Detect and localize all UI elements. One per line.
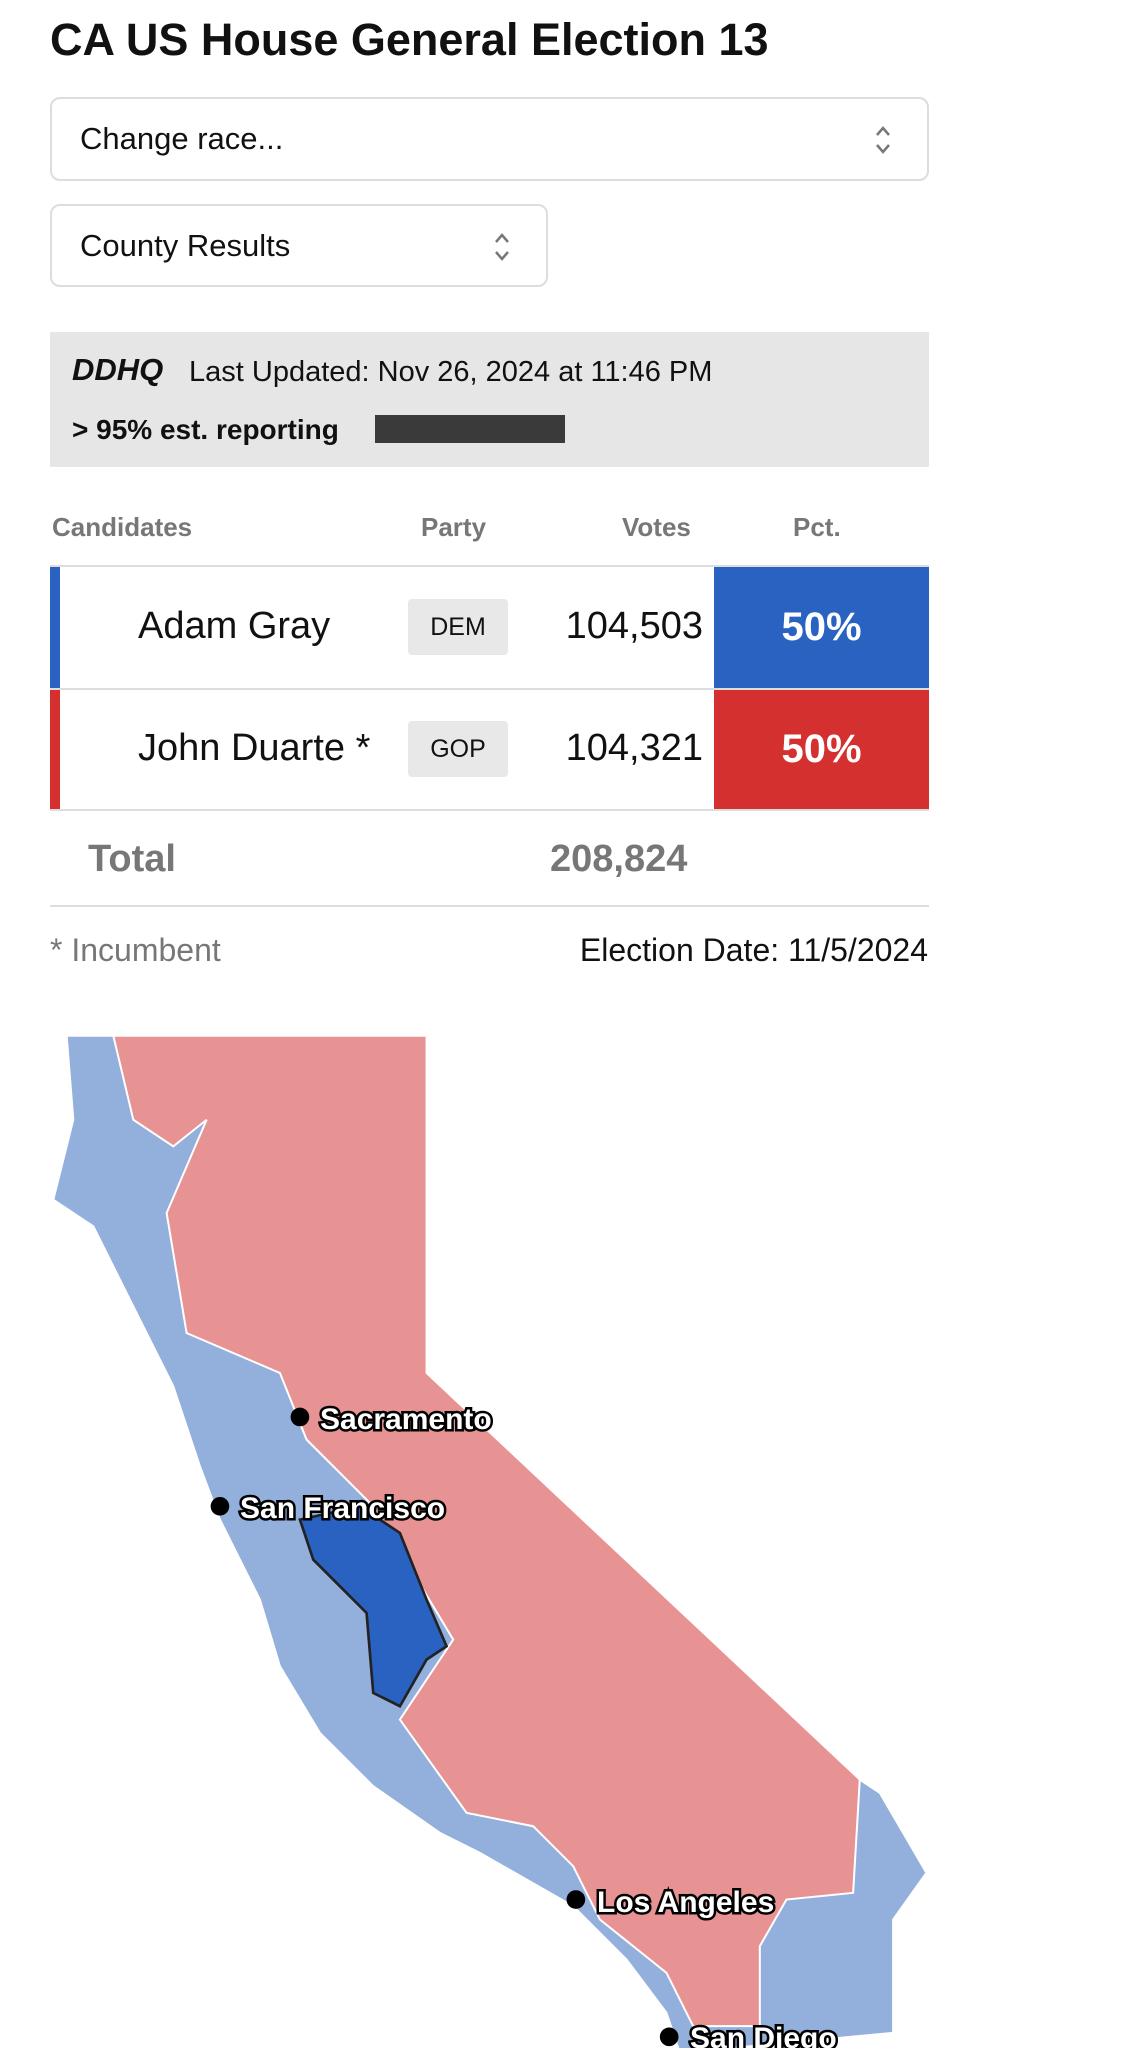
status-box: DDHQ Last Updated: Nov 26, 2024 at 11:46… (50, 332, 929, 467)
col-header: Candidates (52, 512, 193, 542)
total-label: Total (88, 838, 176, 880)
col-header: Party (421, 512, 487, 542)
reporting-bar (375, 415, 565, 443)
city-label: San Francisco (240, 1492, 445, 1525)
chevron (495, 233, 509, 261)
name: Adam Gray (138, 605, 331, 647)
city-dot (659, 2027, 679, 2047)
select-label: Change race... (80, 121, 284, 156)
row: John Duarte * GOP 104,321 50% (50, 690, 929, 809)
col-header: Votes (622, 512, 691, 542)
pct: 50% (714, 567, 929, 688)
title: CA US House General Election 13 (50, 14, 769, 65)
race-select[interactable]: Change race... (50, 97, 929, 181)
divider (50, 809, 929, 811)
reporting: > 95% est. reporting (72, 414, 339, 445)
divider (50, 688, 929, 690)
counties-red (112, 1034, 861, 2028)
name: John Duarte * (138, 727, 371, 769)
city-dot (210, 1496, 230, 1516)
updated: Last Updated: Nov 26, 2024 at 11:46 PM (189, 356, 713, 388)
total-votes: 208,824 (550, 838, 688, 880)
city-dot (290, 1407, 310, 1427)
select-label: County Results (80, 227, 291, 263)
city-dot (566, 1890, 586, 1909)
district (298, 1504, 449, 1708)
divider (50, 565, 929, 567)
row: Adam Gray DEM 104,503 50% (50, 567, 929, 688)
col-header: Pct. (793, 512, 841, 542)
note: * Incumbent (50, 932, 221, 968)
date: Election Date: 11/5/2024 (579, 932, 928, 968)
votes: 104,503 (565, 605, 703, 647)
city-label: San Diego (690, 2022, 837, 2048)
logo: DDHQ (72, 352, 164, 387)
party: GOP (408, 721, 508, 777)
view-select[interactable]: County Results (50, 204, 548, 287)
city-label: Los Angeles (597, 1886, 774, 1919)
chevron (876, 126, 890, 154)
divider (50, 905, 929, 907)
city-label: Sacramento (320, 1403, 492, 1436)
pct: 50% (714, 690, 929, 809)
party: DEM (408, 599, 508, 655)
votes: 104,321 (565, 727, 703, 769)
